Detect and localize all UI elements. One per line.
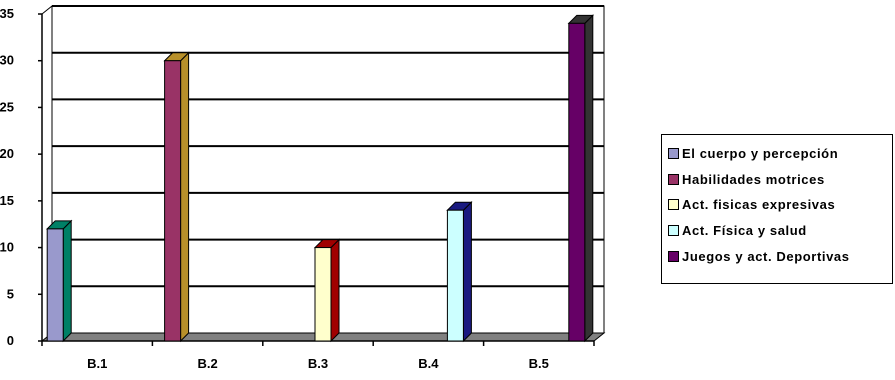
bars	[45, 14, 595, 343]
legend-item: Act. Física y salud	[668, 218, 892, 244]
x-tick-label: B.4	[418, 356, 439, 371]
legend-label: El cuerpo y percepción	[682, 146, 839, 162]
y-tick-label: 25	[0, 99, 14, 114]
x-tick-label: B.5	[529, 356, 549, 371]
x-tick-label: B.1	[87, 356, 107, 371]
legend-swatch	[668, 225, 679, 237]
y-tick-label: 10	[0, 240, 14, 255]
bar-side	[330, 238, 340, 343]
y-tick-label: 5	[7, 286, 14, 301]
bar-front	[46, 228, 64, 342]
legend: El cuerpo y percepción Habilidades motric…	[661, 134, 893, 284]
gridlines	[51, 5, 605, 334]
legend-swatch	[668, 148, 679, 160]
legend-label: Juegos y act. Deportivas	[682, 248, 850, 264]
x-tick-label: B.2	[197, 356, 217, 371]
y-tick-labels: 0 5 10 15 20 25 30 35	[0, 6, 14, 348]
y-tick-label: 35	[0, 6, 14, 21]
bar	[45, 219, 73, 343]
bar-front	[164, 60, 182, 342]
bar-side	[62, 219, 72, 343]
y-tick-label: 15	[0, 193, 14, 208]
y-tick-label: 30	[0, 53, 14, 68]
bar-front	[446, 209, 464, 342]
legend-item: Juegos y act. Deportivas	[668, 243, 892, 269]
legend-label: Habilidades motrices	[682, 171, 825, 187]
legend-swatch	[668, 199, 679, 211]
legend-item: Act. fisicas expresivas	[668, 192, 892, 218]
bar	[313, 238, 341, 343]
y-tick-label: 0	[7, 333, 14, 348]
bar-front	[314, 247, 332, 342]
side-wall-edge	[41, 5, 53, 15]
x-tick-labels: B.1 B.2 B.3 B.4 B.5	[87, 356, 549, 371]
legend-swatch	[668, 173, 679, 185]
legend-label: Act. fisicas expresivas	[682, 197, 836, 213]
bar-front	[568, 22, 586, 342]
bar-side	[180, 51, 190, 343]
x-tick-label: B.3	[308, 356, 328, 371]
legend-item: Habilidades motrices	[668, 167, 892, 193]
bar-side	[584, 14, 594, 343]
bar	[567, 14, 595, 343]
bar	[163, 51, 190, 343]
legend-item: El cuerpo y percepción	[668, 141, 892, 167]
bar	[446, 200, 473, 343]
legend-label: Act. Física y salud	[682, 223, 807, 239]
y-tick-label: 20	[0, 146, 14, 161]
legend-swatch	[668, 250, 679, 262]
bar-side	[462, 200, 472, 343]
